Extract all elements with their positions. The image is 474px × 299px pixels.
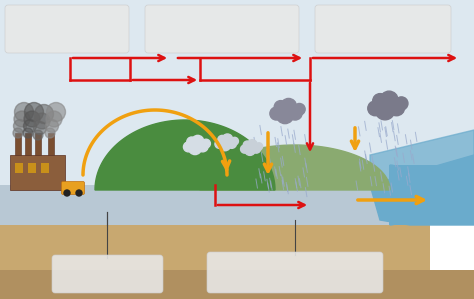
Bar <box>28 163 36 173</box>
Circle shape <box>188 141 201 155</box>
Circle shape <box>46 120 58 132</box>
Bar <box>15 133 21 155</box>
Circle shape <box>24 120 36 132</box>
Circle shape <box>183 142 193 152</box>
Circle shape <box>14 111 30 127</box>
Circle shape <box>45 128 55 138</box>
Circle shape <box>255 143 263 150</box>
Circle shape <box>201 139 210 148</box>
Circle shape <box>375 100 395 120</box>
FancyBboxPatch shape <box>62 181 84 195</box>
Circle shape <box>13 120 27 132</box>
Polygon shape <box>95 120 275 190</box>
Polygon shape <box>390 165 410 225</box>
Circle shape <box>25 103 44 121</box>
Circle shape <box>373 94 387 108</box>
Circle shape <box>197 141 208 152</box>
Circle shape <box>34 121 46 135</box>
Circle shape <box>293 103 305 115</box>
Circle shape <box>274 100 287 114</box>
Circle shape <box>247 140 257 150</box>
Circle shape <box>270 107 283 120</box>
Circle shape <box>76 190 82 196</box>
Circle shape <box>388 99 405 116</box>
FancyBboxPatch shape <box>207 252 383 293</box>
Circle shape <box>395 97 408 110</box>
Circle shape <box>33 130 43 140</box>
Circle shape <box>219 139 231 151</box>
FancyBboxPatch shape <box>315 5 451 53</box>
FancyBboxPatch shape <box>145 5 299 53</box>
Bar <box>15 163 23 173</box>
Circle shape <box>191 135 204 147</box>
Circle shape <box>227 139 237 148</box>
Polygon shape <box>200 145 390 190</box>
FancyBboxPatch shape <box>5 5 129 53</box>
Circle shape <box>64 190 70 196</box>
Bar <box>48 133 54 155</box>
Bar <box>0 270 474 299</box>
FancyBboxPatch shape <box>52 255 163 293</box>
Circle shape <box>35 104 54 123</box>
Circle shape <box>245 145 255 155</box>
Circle shape <box>46 111 62 127</box>
Circle shape <box>281 98 297 114</box>
Circle shape <box>368 101 383 116</box>
Circle shape <box>24 111 40 127</box>
Circle shape <box>231 137 238 145</box>
Circle shape <box>15 103 34 121</box>
Circle shape <box>240 145 249 153</box>
Circle shape <box>276 106 293 124</box>
Circle shape <box>380 91 398 109</box>
Circle shape <box>288 106 302 120</box>
Circle shape <box>218 135 227 144</box>
Circle shape <box>252 144 261 153</box>
Circle shape <box>46 103 65 121</box>
Circle shape <box>243 141 251 149</box>
Bar <box>35 133 41 155</box>
Bar <box>25 133 31 155</box>
Bar <box>0 225 430 270</box>
Circle shape <box>34 113 50 129</box>
Bar <box>0 185 430 225</box>
Circle shape <box>23 128 33 138</box>
Circle shape <box>215 140 224 148</box>
Circle shape <box>222 134 233 144</box>
Bar <box>10 155 65 190</box>
Circle shape <box>13 128 23 138</box>
Bar <box>0 0 474 220</box>
Polygon shape <box>370 155 474 225</box>
Polygon shape <box>370 130 474 185</box>
Bar <box>41 163 49 173</box>
Circle shape <box>187 137 197 147</box>
Bar <box>390 165 474 225</box>
